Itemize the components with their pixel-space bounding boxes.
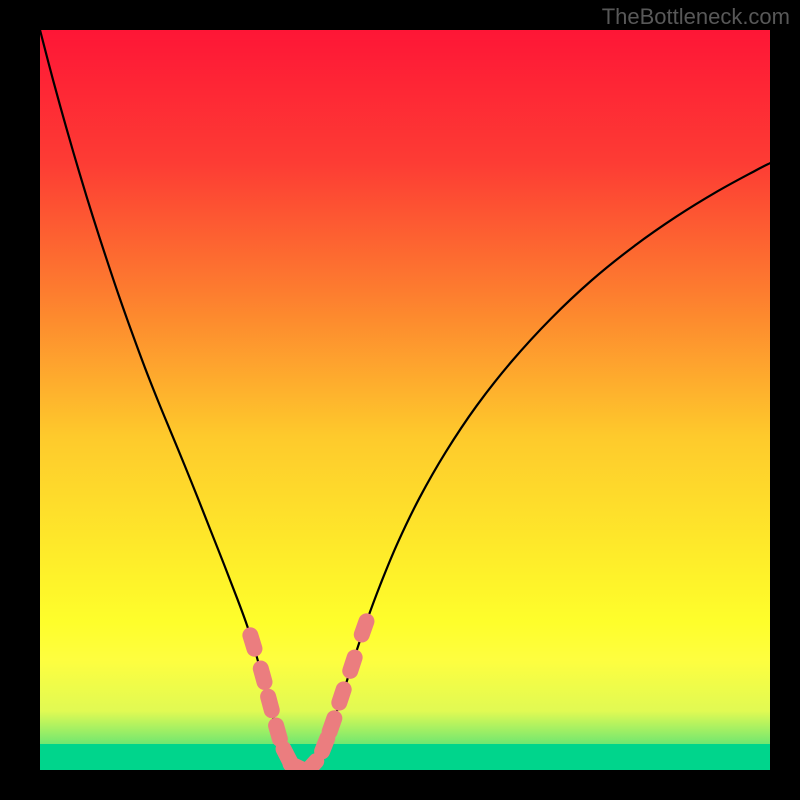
plot-area	[40, 30, 770, 770]
bottleneck-curve	[40, 30, 770, 770]
highlight-marker-right	[340, 647, 365, 680]
highlight-marker-right	[352, 611, 377, 645]
bottleneck-curve-chart	[40, 30, 770, 770]
highlight-marker-left	[258, 687, 281, 720]
highlight-marker-right	[329, 679, 354, 712]
highlight-marker-left	[240, 625, 264, 658]
highlight-marker-left	[251, 659, 274, 692]
watermark-text: TheBottleneck.com	[602, 4, 790, 30]
